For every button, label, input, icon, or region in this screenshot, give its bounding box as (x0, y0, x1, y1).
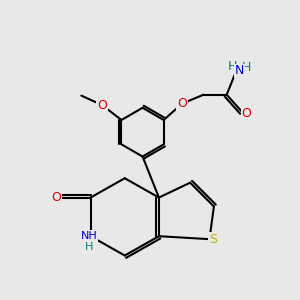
Text: H: H (227, 60, 237, 73)
Text: N: N (235, 64, 244, 77)
Text: O: O (242, 107, 251, 120)
Text: O: O (51, 191, 61, 204)
Text: NH: NH (81, 231, 98, 241)
Text: H: H (85, 242, 93, 253)
Text: S: S (209, 233, 217, 246)
Text: O: O (177, 97, 187, 110)
Text: O: O (97, 99, 107, 112)
Text: H: H (242, 61, 251, 74)
